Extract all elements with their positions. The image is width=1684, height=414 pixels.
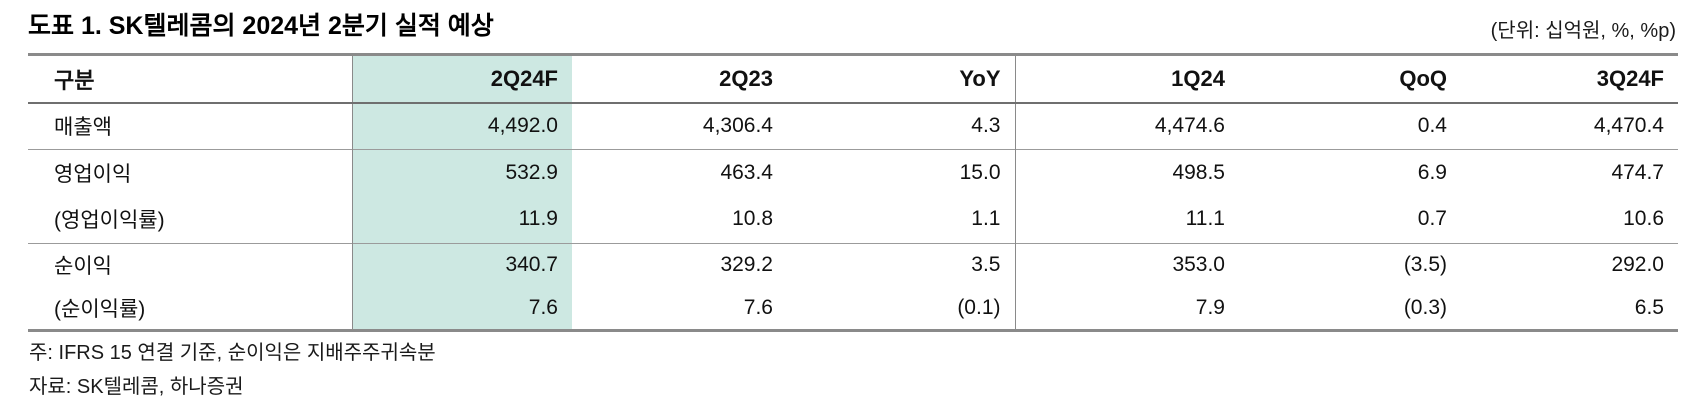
row-label: 매출액 — [28, 102, 353, 150]
header-cell-qoq: QoQ — [1399, 65, 1447, 91]
header-cell-gubun: 구분 — [28, 54, 353, 103]
row-label: 영업이익 — [28, 149, 353, 196]
data-cell: 463.4 — [720, 160, 773, 184]
header-row: 구분 2Q24F 2Q23 YoY 1Q24 QoQ 3Q24F — [28, 54, 1678, 103]
data-cell: 10.8 — [732, 207, 773, 231]
data-cell: 0.4 — [1417, 114, 1447, 138]
row-label: 순이익 — [28, 243, 353, 287]
data-cell: 7.6 — [352, 286, 572, 331]
table-row-operating-margin: (영업이익률) 11.9 10.8 1.1 11.1 0.7 10.6 — [28, 195, 1678, 244]
table-row-operating-profit: 영업이익 532.9 463.4 15.0 498.5 6.9 474.7 — [28, 149, 1678, 196]
data-cell: 340.7 — [352, 243, 572, 287]
data-cell: (0.3) — [1403, 295, 1447, 319]
data-cell: 4,470.4 — [1593, 114, 1664, 138]
data-cell: 4.3 — [787, 102, 1016, 150]
data-cell: 4,492.0 — [352, 102, 572, 150]
data-cell: 15.0 — [787, 149, 1016, 196]
data-cell: 474.7 — [1611, 160, 1664, 184]
footnotes: 주: IFRS 15 연결 기준, 순이익은 지배주주귀속분 자료: SK텔레콤… — [29, 336, 436, 404]
data-cell: 7.6 — [743, 295, 773, 319]
unit-note: (단위: 십억원, %, %p) — [1490, 20, 1676, 42]
table-row-revenue: 매출액 4,492.0 4,306.4 4.3 4,474.6 0.4 4,47… — [28, 102, 1678, 150]
data-cell: 498.5 — [1172, 160, 1225, 184]
header-cell-2q24f: 2Q24F — [352, 54, 572, 103]
row-label: (순이익률) — [28, 286, 353, 331]
row-label: (영업이익률) — [28, 195, 353, 244]
earnings-forecast-table: 구분 2Q24F 2Q23 YoY 1Q24 QoQ 3Q24F 매출액 4,4… — [28, 53, 1678, 332]
table-title: 도표 1. SK텔레콤의 2024년 2분기 실적 예상 — [28, 12, 494, 40]
data-cell: 329.2 — [720, 253, 773, 277]
data-cell: 1.1 — [787, 195, 1016, 244]
header-cell-yoy: YoY — [787, 54, 1016, 103]
data-cell: 4,306.4 — [702, 114, 773, 138]
header-cell-1q24: 1Q24 — [1171, 65, 1225, 91]
data-cell: 532.9 — [352, 149, 572, 196]
data-cell: 11.1 — [1185, 207, 1225, 231]
data-cell: (3.5) — [1403, 253, 1447, 277]
table-row-net-profit: 순이익 340.7 329.2 3.5 353.0 (3.5) 292.0 — [28, 243, 1678, 287]
data-cell: 3.5 — [787, 243, 1016, 287]
data-cell: 10.6 — [1623, 207, 1664, 231]
note-basis: 주: IFRS 15 연결 기준, 순이익은 지배주주귀속분 — [29, 342, 436, 364]
data-cell: 353.0 — [1172, 253, 1225, 277]
header-cell-3q24f: 3Q24F — [1596, 65, 1664, 91]
note-source: 자료: SK텔레콤, 하나증권 — [29, 376, 244, 398]
data-cell: 6.9 — [1417, 160, 1447, 184]
data-cell: 7.9 — [1195, 295, 1225, 319]
data-cell: (0.1) — [787, 286, 1016, 331]
data-cell: 11.9 — [352, 195, 572, 244]
data-cell: 4,474.6 — [1154, 114, 1225, 138]
data-cell: 0.7 — [1417, 207, 1447, 231]
data-cell: 6.5 — [1634, 295, 1664, 319]
data-cell: 292.0 — [1611, 253, 1664, 277]
table-row-net-margin: (순이익률) 7.6 7.6 (0.1) 7.9 (0.3) 6.5 — [28, 286, 1678, 331]
header-cell-2q23: 2Q23 — [719, 65, 773, 91]
